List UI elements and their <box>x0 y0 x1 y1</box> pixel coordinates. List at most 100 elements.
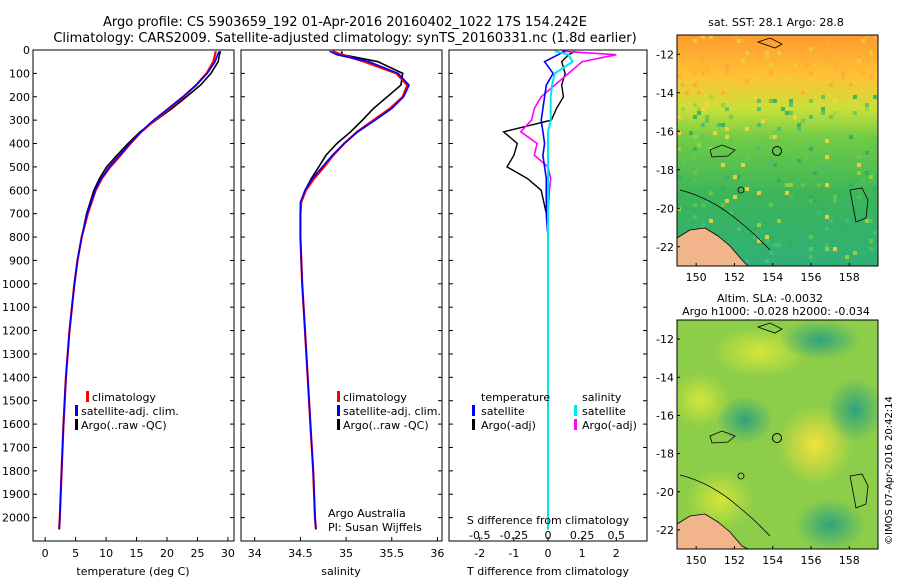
sst-pixel <box>861 39 865 43</box>
sst-pixel <box>825 247 829 251</box>
sla-anomaly <box>780 320 860 360</box>
sst-pixel <box>765 235 769 239</box>
sst-pixel <box>693 39 697 43</box>
sst-pixel <box>741 163 745 167</box>
sst-pixel <box>793 63 797 67</box>
depth-tick-label: 800 <box>9 231 30 244</box>
salinity-x-axis: 34 34.5 35 35.5 36 <box>241 49 444 560</box>
s-diff-tick-label: -0.25 <box>500 529 528 542</box>
sst-pixel <box>805 51 809 55</box>
map-lon-tick-label: 152 <box>724 554 745 567</box>
sst-pixel <box>677 215 681 219</box>
sst-pixel <box>813 199 817 203</box>
sst-pixel <box>853 251 857 255</box>
sst-pixel <box>701 135 705 139</box>
sst-pixel <box>821 95 825 99</box>
reef-outline <box>756 322 783 334</box>
sst-pixel <box>709 147 713 151</box>
sst-pixel <box>693 171 697 175</box>
sst-pixel <box>753 75 757 79</box>
s-difference-label: S difference from climatology <box>467 514 630 527</box>
depth-tick-label: 1300 <box>2 348 30 361</box>
sst-pixel <box>825 155 829 159</box>
s-diff-tick-label: 0.25 <box>570 529 595 542</box>
legend-swatch-t-satellite <box>472 405 475 416</box>
sst-pixel <box>849 183 853 187</box>
sst-pixel <box>833 199 837 203</box>
sst-pixel <box>725 199 729 203</box>
sst-pixel <box>721 91 725 95</box>
coastline <box>677 513 749 549</box>
sst-pixel <box>725 43 729 47</box>
sst-pixel <box>705 199 709 203</box>
map-lon-tick-label: 154 <box>762 271 783 284</box>
sst-pixel <box>809 255 813 259</box>
sst-pixel <box>725 71 729 75</box>
legend-swatch-t-argo <box>472 419 475 430</box>
sst-pixel <box>805 63 809 67</box>
sst-pixel <box>809 235 813 239</box>
sst-pixel <box>873 179 877 183</box>
sst-pixel <box>833 263 837 266</box>
sst-pixel <box>705 103 709 107</box>
depth-axis: 0 100 200 300 400 500 600 700 800 900 1000 1100 1200… <box>2 44 234 525</box>
sst-pixel <box>817 163 821 167</box>
sst-pixel <box>761 119 765 123</box>
sst-pixel <box>717 123 721 127</box>
sst-pixel <box>681 159 685 163</box>
legend-label-s-argo: Argo(-adj) <box>582 419 637 432</box>
sst-pixel <box>745 155 749 159</box>
sst-pixel <box>829 83 833 87</box>
sst-pixel <box>741 59 745 63</box>
sst-pixel <box>833 247 837 251</box>
depth-tick-label: 1700 <box>2 441 30 454</box>
t-diff-tick-label: 0 <box>545 547 552 560</box>
sst-pixel <box>809 247 813 251</box>
sst-pixel <box>757 99 761 103</box>
sst-pixel <box>729 211 733 215</box>
sst-pixel <box>701 107 705 111</box>
sst-pixel <box>857 195 861 199</box>
sst-pixel <box>869 135 873 139</box>
sst-pixel <box>769 151 773 155</box>
difference-panel: -2 -1 0 1 2 -0.5 -0.25 0 0.25 0.5 S difference fr… <box>448 49 648 578</box>
sst-pixel <box>821 171 825 175</box>
sst-pixel <box>785 111 789 115</box>
sst-pixel <box>801 119 805 123</box>
sst-pixel <box>873 187 877 191</box>
difference-series-lines <box>502 50 617 530</box>
sst-pixel <box>685 91 689 95</box>
sst-pixel <box>785 191 789 195</box>
depth-tick-label: 100 <box>9 67 30 80</box>
sst-pixel <box>713 131 717 135</box>
sst-pixel <box>817 211 821 215</box>
sst-pixel <box>801 183 805 187</box>
legend-swatch-argo <box>75 419 78 430</box>
sst-pixel <box>765 259 769 263</box>
sla-anomaly <box>795 499 865 549</box>
depth-tick-label: 1600 <box>2 418 30 431</box>
difference-x-axis: -2 -1 0 1 2 -0.5 -0.25 0 0.25 0.5 <box>449 49 647 560</box>
sst-pixel <box>849 135 853 139</box>
salinity-tick-label: 35 <box>339 547 353 560</box>
sst-pixel <box>829 219 833 223</box>
sst-pixel <box>757 223 761 227</box>
sst-pixel <box>745 51 749 55</box>
sst-pixel <box>809 115 813 119</box>
sst-pixel <box>825 215 829 219</box>
sst-pixel <box>789 147 793 151</box>
sst-pixel <box>821 55 825 59</box>
depth-tick-label: 300 <box>9 114 30 127</box>
sst-pixel <box>809 147 813 151</box>
sst-pixel <box>677 115 681 119</box>
sst-pixel <box>789 99 793 103</box>
sst-pixel <box>853 95 857 99</box>
sst-pixel <box>821 111 825 115</box>
argo-australia-label: Argo Australia <box>328 507 406 520</box>
t-diff-tick-label: -2 <box>474 547 485 560</box>
sst-pixel <box>677 75 681 79</box>
sst-pixel <box>873 35 877 39</box>
sst-pixel <box>693 215 697 219</box>
sst-pixel <box>809 195 813 199</box>
sst-pixel <box>693 83 697 87</box>
